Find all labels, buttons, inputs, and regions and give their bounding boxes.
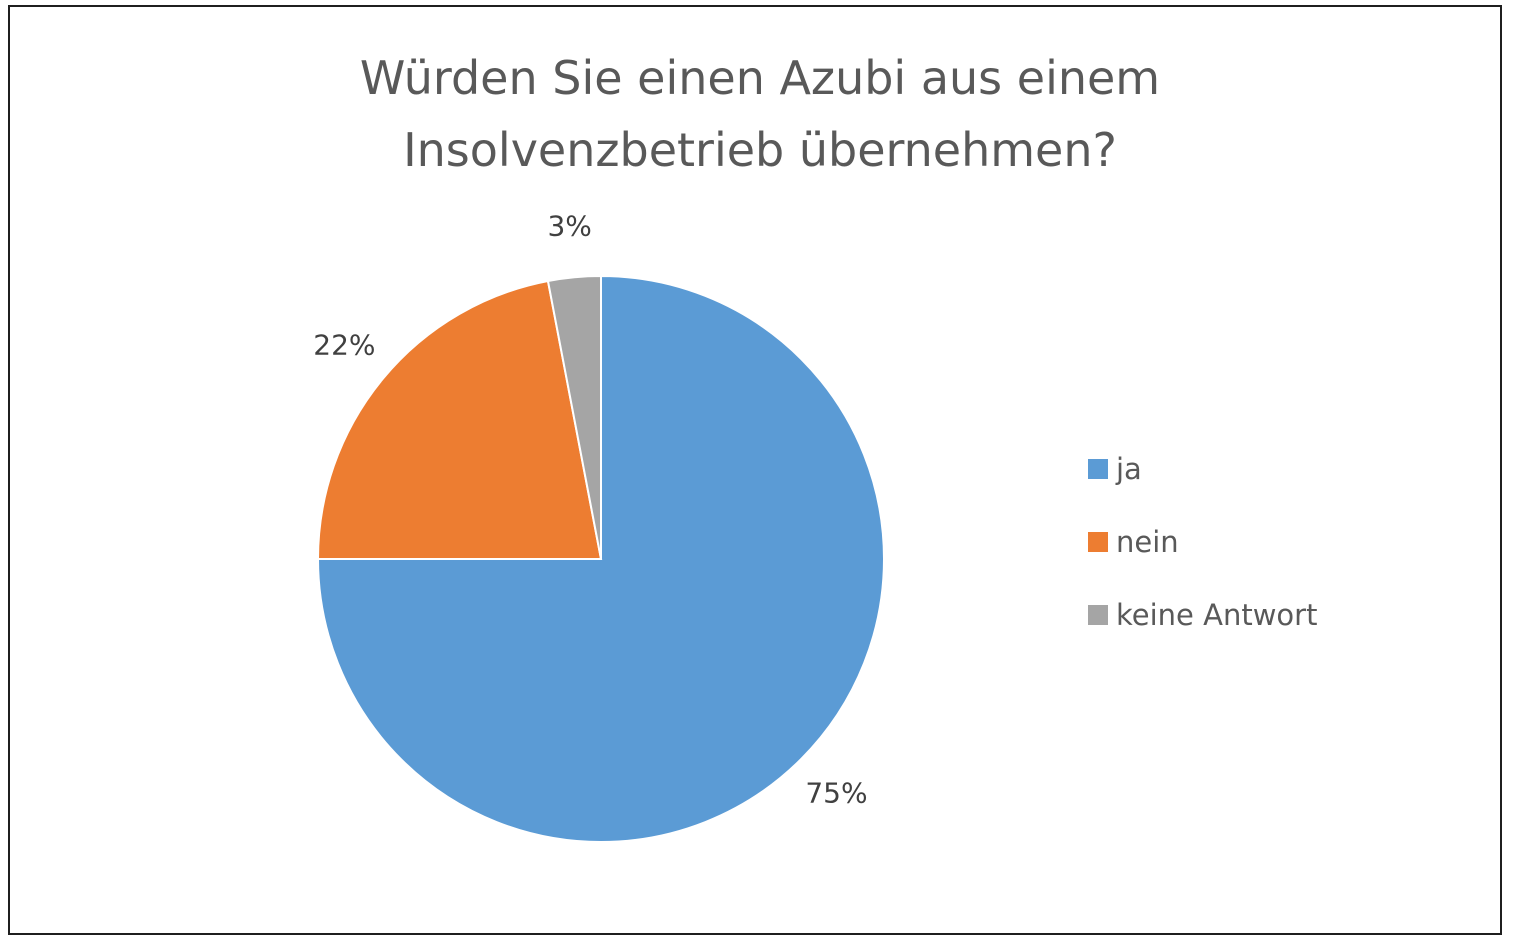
legend-label-nein: nein (1116, 524, 1179, 559)
legend-item-ja: ja (1088, 432, 1317, 505)
data-label-ja: 75% (805, 776, 867, 809)
data-label-keine-antwort: 3% (547, 209, 591, 242)
legend-label-ja: ja (1116, 451, 1142, 486)
legend-item-keine-antwort: keine Antwort (1088, 578, 1317, 651)
chart-title-line-2: Insolvenzbetrieb übernehmen? (403, 123, 1117, 177)
legend-swatch-keine-antwort (1088, 604, 1108, 625)
legend-label-keine-antwort: keine Antwort (1116, 597, 1318, 632)
chart-legend: ja nein keine Antwort (1088, 432, 1317, 651)
chart-title-line-1: Würden Sie einen Azubi aus einem (359, 51, 1161, 105)
legend-item-nein: nein (1088, 505, 1317, 578)
chart-title: Würden Sie einen Azubi aus einem Insolve… (0, 42, 1520, 186)
legend-swatch-ja (1088, 458, 1108, 479)
data-label-nein: 22% (313, 329, 375, 362)
legend-swatch-nein (1088, 531, 1108, 552)
pie-slice-keine-antwort (546, 274, 602, 560)
pie-slice-nein (316, 279, 603, 560)
